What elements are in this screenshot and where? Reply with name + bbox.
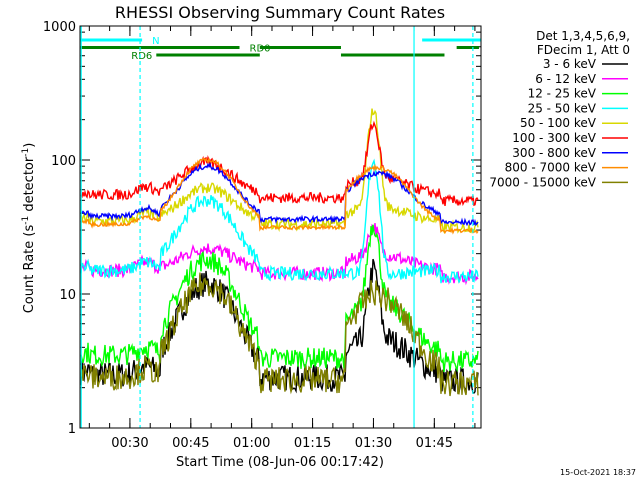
x-tick-label: 00:45 [172,436,209,451]
legend-label-5: 100 - 300 keV [512,131,596,145]
flag-label-RD6: RD6 [131,51,152,62]
x-tick-label: 01:00 [233,436,270,451]
series-line-8 [80,272,479,397]
series-line-5 [80,120,479,207]
x-tick-label: 00:30 [111,436,148,451]
series-lines [80,108,479,397]
chart-title: RHESSI Observing Summary Count Rates [115,3,445,22]
plot-area: N RD0 RD6 [79,25,482,429]
y-axis-label-sup2: -1 [21,148,31,157]
legend-header-1: Det 1,3,4,5,6,9, [536,29,630,43]
legend-label-4: 50 - 100 keV [520,116,597,130]
y-tick-label: 10 [59,288,76,303]
x-tick-labels: 00:30 00:45 01:00 01:15 01:30 01:45 [111,436,453,451]
flag-bars: N RD0 RD6 [80,36,481,62]
series-line-7 [80,157,479,235]
footer-date: 15-Oct-2021 18:37 [560,468,636,477]
legend-label-2: 12 - 25 keV [528,87,597,101]
series-line-3 [80,158,479,284]
legend-label-3: 25 - 50 keV [528,101,597,115]
plot-frame [79,25,482,429]
flag-label-N: N [152,36,159,47]
y-axis-label-mid: detector [22,156,37,216]
y-axis-label-main: Count Rate (s [22,225,37,314]
night-lines [80,26,474,428]
legend-label-0: 3 - 6 keV [543,57,597,71]
legend-label-1: 6 - 12 keV [535,72,597,86]
x-tick-label: 01:15 [294,436,331,451]
y-axis-label: Count Rate (s-1 detector-1) [21,143,37,314]
axis-ticks [80,25,481,429]
y-axis-label-end: ) [22,143,37,148]
flag-label-RD0: RD0 [250,44,271,55]
y-tick-label: 1 [68,422,76,437]
y-tick-label: 1000 [43,20,76,35]
legend-label-7: 800 - 7000 keV [505,161,597,175]
x-axis-label: Start Time (08-Jun-06 00:17:42) [176,455,384,470]
legend-label-8: 7000 - 15000 keV [489,175,596,189]
legend-label-6: 300 - 800 keV [512,146,596,160]
y-tick-label: 100 [51,154,76,169]
legend: Det 1,3,4,5,6,9, FDecim 1, Att 0 3 - 6 k… [489,29,630,189]
y-tick-labels: 1 10 100 1000 [43,20,76,437]
x-tick-label: 01:30 [355,436,392,451]
x-tick-label: 01:45 [416,436,453,451]
y-axis-label-sup1: -1 [21,216,31,225]
legend-header-2: FDecim 1, Att 0 [537,43,630,57]
series-line-4 [80,108,479,235]
